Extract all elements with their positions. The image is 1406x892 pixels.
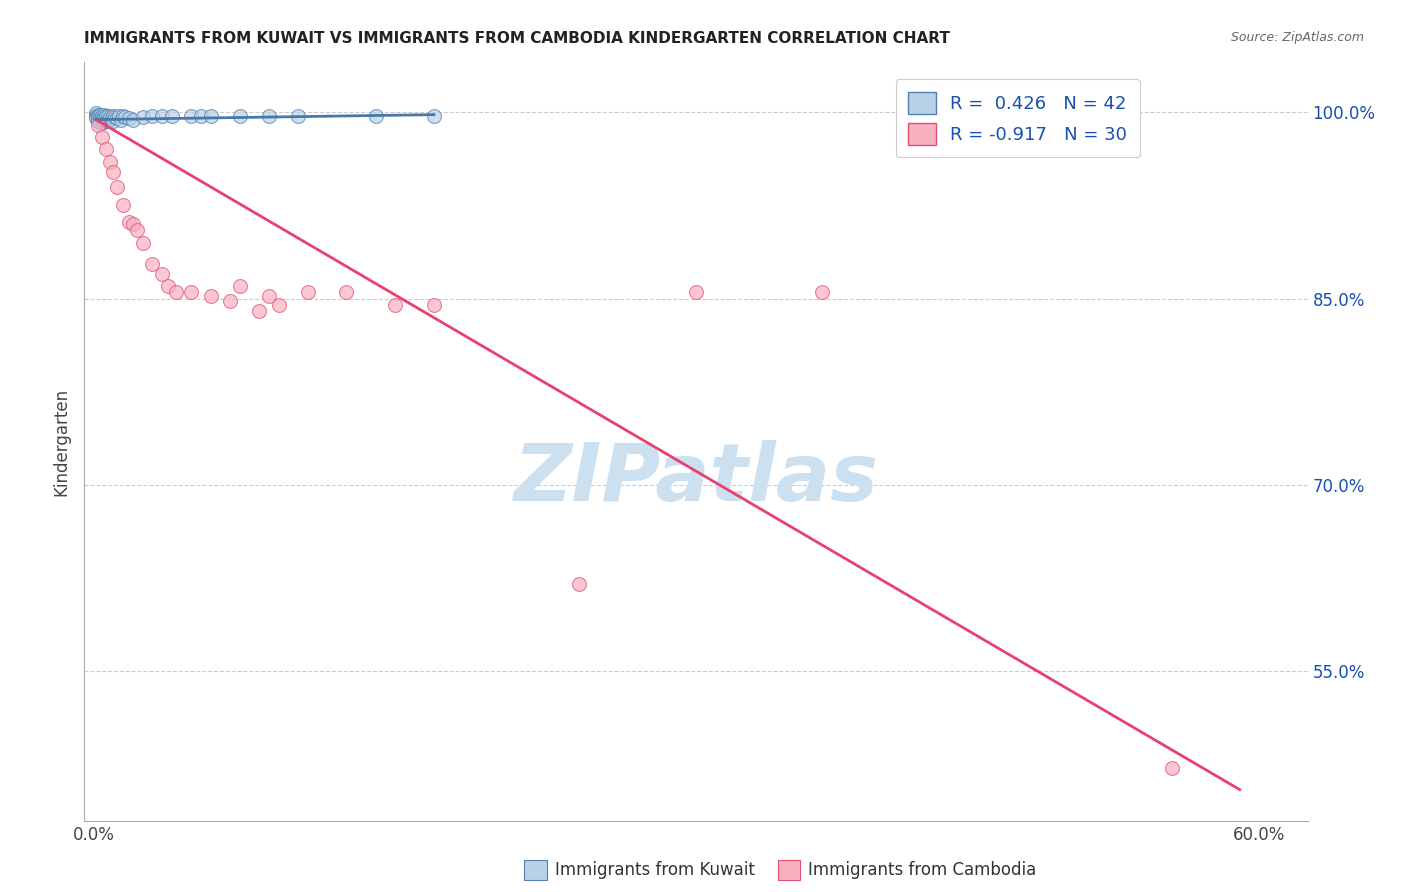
FancyBboxPatch shape xyxy=(524,860,547,880)
Text: IMMIGRANTS FROM KUWAIT VS IMMIGRANTS FROM CAMBODIA KINDERGARTEN CORRELATION CHAR: IMMIGRANTS FROM KUWAIT VS IMMIGRANTS FRO… xyxy=(84,31,950,46)
Point xyxy=(103,113,125,128)
Point xyxy=(105,179,128,194)
FancyBboxPatch shape xyxy=(778,860,800,880)
Point xyxy=(90,109,112,123)
Point xyxy=(228,279,250,293)
Point xyxy=(141,109,163,123)
Point xyxy=(87,110,110,124)
Point xyxy=(131,110,153,124)
Point xyxy=(180,285,202,300)
Text: Immigrants from Cambodia: Immigrants from Cambodia xyxy=(808,861,1036,879)
Point xyxy=(87,108,110,122)
Point xyxy=(257,109,280,123)
Point xyxy=(103,109,125,123)
Point xyxy=(87,113,110,128)
Point xyxy=(219,294,242,309)
Point xyxy=(114,110,136,124)
Point xyxy=(112,109,135,123)
Point xyxy=(335,285,357,300)
Point xyxy=(287,109,309,123)
Point xyxy=(190,109,212,123)
Point xyxy=(118,112,141,126)
Point xyxy=(97,109,120,123)
Point xyxy=(93,108,115,122)
Point xyxy=(228,109,250,123)
Point xyxy=(122,112,145,127)
Y-axis label: Kindergarten: Kindergarten xyxy=(52,387,70,496)
Point xyxy=(423,298,446,312)
Point xyxy=(89,115,111,129)
Point xyxy=(165,285,187,300)
Point xyxy=(247,304,270,318)
Point xyxy=(257,289,280,303)
Point xyxy=(98,110,121,124)
Point xyxy=(150,267,173,281)
Point xyxy=(84,106,107,120)
Point xyxy=(122,217,145,231)
Point xyxy=(125,223,148,237)
Point xyxy=(364,109,387,123)
Point xyxy=(1160,761,1182,775)
Legend: R =  0.426   N = 42, R = -0.917   N = 30: R = 0.426 N = 42, R = -0.917 N = 30 xyxy=(896,79,1139,157)
Point xyxy=(89,108,111,122)
Point xyxy=(84,112,107,126)
Point xyxy=(150,109,173,123)
Point xyxy=(811,285,834,300)
Point xyxy=(685,285,707,300)
Point xyxy=(267,298,290,312)
Point xyxy=(104,110,127,124)
Point xyxy=(384,298,406,312)
Point xyxy=(93,115,115,129)
Point xyxy=(87,118,110,132)
Point xyxy=(89,112,111,126)
Point xyxy=(94,113,117,128)
Text: Immigrants from Kuwait: Immigrants from Kuwait xyxy=(555,861,755,879)
Point xyxy=(94,109,117,123)
Point xyxy=(118,214,141,228)
Point xyxy=(93,112,115,126)
Point xyxy=(200,289,222,303)
Point xyxy=(200,109,222,123)
Point xyxy=(100,112,122,126)
Point xyxy=(131,235,153,250)
Point xyxy=(103,165,125,179)
Point xyxy=(84,109,107,123)
Point xyxy=(98,154,121,169)
Point xyxy=(90,130,112,145)
Point xyxy=(97,113,120,128)
Point xyxy=(160,109,183,123)
Point xyxy=(108,109,131,123)
Point xyxy=(568,577,591,591)
Point xyxy=(90,112,112,127)
Text: ZIPatlas: ZIPatlas xyxy=(513,441,879,518)
Point xyxy=(423,109,446,123)
Text: Source: ZipAtlas.com: Source: ZipAtlas.com xyxy=(1230,31,1364,45)
Point xyxy=(110,112,132,127)
Point xyxy=(297,285,319,300)
Point xyxy=(112,198,135,212)
Point xyxy=(156,279,179,293)
Point xyxy=(105,112,128,126)
Point xyxy=(94,143,117,157)
Point xyxy=(180,109,202,123)
Point xyxy=(141,257,163,271)
